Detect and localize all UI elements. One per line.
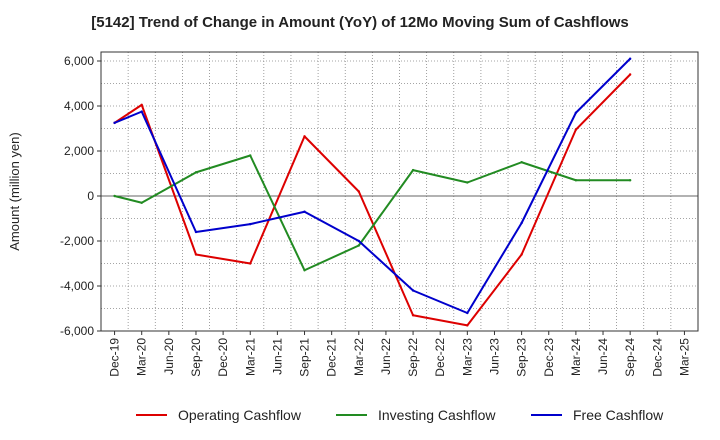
y-tick-label: -2,000 <box>60 234 94 248</box>
data-point <box>140 110 143 113</box>
x-tick-label: Dec-20 <box>216 338 230 377</box>
data-point <box>466 324 469 327</box>
y-tick-label: -4,000 <box>60 279 94 293</box>
x-tick-label: Jun-22 <box>379 338 393 375</box>
data-point <box>249 262 252 265</box>
x-tick-label: Dec-24 <box>650 338 664 377</box>
data-point <box>574 111 578 114</box>
y-tick-label: 4,000 <box>64 99 94 113</box>
data-point <box>574 179 578 182</box>
x-tick-label: Mar-25 <box>677 338 691 376</box>
data-point <box>574 128 578 131</box>
data-point <box>140 201 143 204</box>
plot-frame <box>100 51 699 332</box>
data-point <box>113 121 116 125</box>
legend-label: Operating Cashflow <box>178 407 302 423</box>
x-tick-label: Mar-20 <box>135 338 149 376</box>
series-lines <box>113 57 632 327</box>
legend-label: Free Cashflow <box>573 407 664 423</box>
data-point <box>411 168 415 172</box>
x-tick-label: Sep-21 <box>298 338 312 377</box>
y-axis-label: Amount (million yen) <box>7 132 22 251</box>
x-tick-label: Sep-23 <box>515 338 529 377</box>
x-tick-label: Jun-21 <box>270 338 284 375</box>
x-tick-label: Dec-21 <box>325 338 339 377</box>
data-point <box>249 154 252 157</box>
x-tick-label: Dec-23 <box>542 338 556 377</box>
x-tick-label: Dec-22 <box>433 338 447 377</box>
x-tick-label: Mar-24 <box>569 338 583 376</box>
x-tick-label: Mar-23 <box>460 338 474 376</box>
data-point <box>628 179 632 182</box>
data-point <box>411 314 415 317</box>
y-tick-label: 2,000 <box>64 144 94 158</box>
x-tick-label: Mar-22 <box>352 338 366 376</box>
legend: Operating Cashflow Investing Cashflow Free… <box>136 407 664 423</box>
grid <box>101 52 698 332</box>
data-point <box>628 73 632 76</box>
legend-label: Investing Cashflow <box>378 407 496 423</box>
data-point <box>357 239 360 243</box>
data-point <box>520 253 523 256</box>
data-point <box>520 161 523 164</box>
x-tick-label: Jun-23 <box>487 338 501 375</box>
data-point <box>194 253 198 256</box>
data-point <box>140 103 143 107</box>
data-point <box>303 210 306 213</box>
data-point <box>466 311 469 315</box>
chart-title: [5142] Trend of Change in Amount (YoY) o… <box>91 14 629 31</box>
x-tick-label: Dec-19 <box>108 338 122 377</box>
data-point <box>411 289 415 292</box>
data-point <box>466 181 469 184</box>
x-tick-label: Jun-24 <box>596 338 610 375</box>
data-point <box>520 221 523 225</box>
y-tick-label: 0 <box>87 189 94 203</box>
data-point <box>303 269 306 272</box>
y-tick-label: -6,000 <box>60 324 94 338</box>
x-tick-label: Sep-20 <box>189 338 203 377</box>
y-tick-label: 6,000 <box>64 54 94 68</box>
x-tick-label: Sep-24 <box>623 338 637 377</box>
data-point <box>113 194 116 198</box>
axes: 6,000 4,000 2,000 0 -2,000 -4,000 -6,000 Dec-19… <box>7 51 699 377</box>
data-point <box>194 171 198 174</box>
data-point <box>303 135 306 138</box>
data-point <box>628 57 632 60</box>
x-tick-label: Mar-21 <box>243 338 257 376</box>
x-tick-label: Jun-20 <box>162 338 176 375</box>
data-point <box>194 230 198 234</box>
x-tick-label: Sep-22 <box>406 338 420 377</box>
data-point <box>357 190 360 193</box>
data-point <box>357 244 360 247</box>
data-point <box>249 222 252 226</box>
